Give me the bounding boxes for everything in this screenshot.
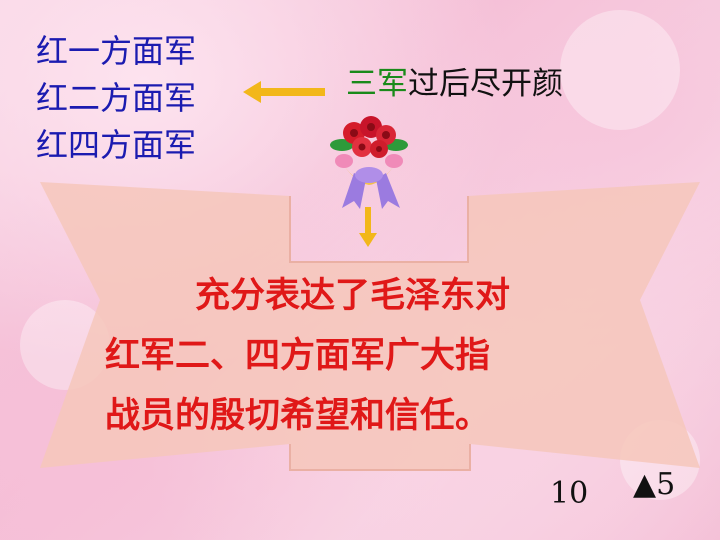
headline-rest: 过后尽开颜 [408, 66, 563, 102]
page-number: 10 [550, 476, 589, 511]
headline: 三军过后尽开颜 [346, 58, 563, 103]
down-arrow-icon [359, 207, 377, 247]
body-line: 红军二、四方面军广大指 [105, 336, 491, 376]
headline-green: 三军 [346, 66, 408, 102]
army-item: 红二方面军 [36, 79, 197, 117]
army-item: 红一方面军 [36, 32, 197, 70]
slide-marker: ▲5 [633, 467, 676, 502]
flower-bouquet-icon [330, 116, 408, 209]
body-text: 充分表达了毛泽东对 红军二、四方面军广大指 战员的殷切希望和信任。 [105, 266, 645, 446]
body-line: 充分表达了毛泽东对 [195, 276, 511, 316]
left-arrow-icon [243, 81, 325, 103]
body-line: 战员的殷切希望和信任。 [105, 396, 491, 436]
army-list: 红一方面军 红二方面军 红四方面军 [36, 28, 196, 169]
army-item: 红四方面军 [36, 126, 197, 164]
background-bokeh [560, 10, 680, 130]
